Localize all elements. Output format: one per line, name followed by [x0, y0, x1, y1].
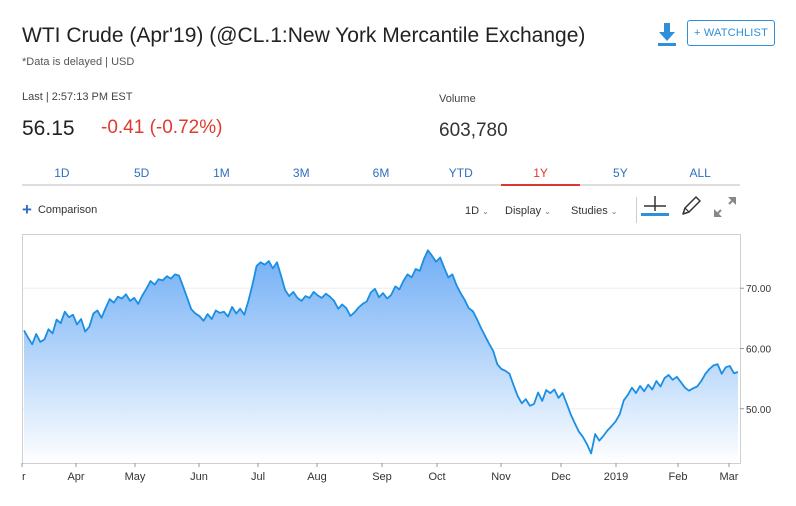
interval-label: 1D: [465, 205, 480, 217]
x-tick-label: Feb: [669, 471, 688, 483]
draw-button[interactable]: [677, 194, 705, 220]
y-tick-label: 70.00: [746, 284, 771, 295]
tab-1y[interactable]: 1Y: [500, 162, 581, 186]
toolbar-divider: [636, 197, 637, 223]
tab-5d[interactable]: 5D: [134, 166, 150, 180]
chevron-down-icon: ⌄: [610, 207, 618, 216]
volume-label: Volume: [439, 93, 476, 105]
tab-ytd[interactable]: YTD: [448, 166, 473, 180]
x-tick-label: Jun: [190, 471, 208, 483]
tab-6m[interactable]: 6M: [372, 166, 390, 180]
y-tick-label: 50.00: [746, 405, 771, 416]
x-tick-label: Nov: [491, 471, 511, 483]
x-tick-label: 2019: [604, 471, 628, 483]
studies-label: Studies: [571, 205, 608, 217]
volume-value: 603,780: [439, 120, 508, 141]
display-dropdown[interactable]: Display ⌄: [505, 205, 551, 217]
price-chart[interactable]: 70.00 60.00 50.00 r Apr May Jun Jul Aug Sep Oct No…: [0, 234, 796, 501]
x-tick-label: Sep: [372, 471, 392, 483]
crosshair-button[interactable]: [641, 194, 669, 220]
page-title: WTI Crude (Apr'19) (@CL.1:New York Merca…: [22, 24, 586, 47]
price-area-fill: [24, 250, 738, 463]
studies-dropdown[interactable]: Studies ⌄: [571, 205, 617, 217]
last-price: 56.15: [22, 117, 75, 140]
range-tabs: 1D 5D 1M 3M 6M YTD 1Y 5Y ALL: [22, 162, 740, 186]
x-tick-label: Mar: [720, 471, 739, 483]
last-trade-time: Last | 2:57:13 PM EST: [22, 91, 133, 103]
tab-3m[interactable]: 3M: [292, 166, 310, 180]
watchlist-button[interactable]: + WATCHLIST: [687, 20, 775, 46]
x-tick-label: Oct: [428, 471, 445, 483]
price-chart-svg[interactable]: 70.00 60.00 50.00 r Apr May Jun Jul Aug Sep Oct No…: [0, 234, 796, 496]
y-tick-label: 60.00: [746, 345, 771, 356]
comparison-button[interactable]: + Comparison: [22, 200, 98, 219]
x-tick-label: May: [125, 471, 146, 483]
crosshair-icon: [641, 196, 669, 216]
expand-icon: [714, 197, 736, 217]
x-tick-label: Apr: [67, 471, 84, 483]
chevron-down-icon: ⌄: [544, 207, 551, 216]
data-delay-note: *Data is delayed | USD: [22, 56, 135, 68]
download-button[interactable]: [654, 20, 680, 48]
price-change: -0.41 (-0.72%): [101, 117, 223, 138]
x-tick-label: Dec: [551, 471, 571, 483]
x-tick-label: Jul: [251, 471, 265, 483]
x-tick-label: Aug: [307, 471, 327, 483]
price-line: [23, 249, 739, 455]
tab-all[interactable]: ALL: [689, 166, 711, 180]
tab-5y[interactable]: 5Y: [613, 166, 628, 180]
chevron-down-icon: ⌄: [482, 207, 489, 216]
tab-1d[interactable]: 1D: [54, 166, 70, 180]
expand-button[interactable]: [711, 194, 739, 220]
interval-dropdown[interactable]: 1D ⌄: [465, 205, 489, 217]
download-icon: [658, 23, 676, 46]
display-label: Display: [505, 205, 542, 217]
comparison-label: Comparison: [37, 204, 98, 216]
plus-icon: +: [22, 200, 32, 219]
tab-1m[interactable]: 1M: [213, 166, 230, 180]
pencil-icon: [682, 196, 701, 215]
x-tick-label: r: [22, 471, 26, 483]
